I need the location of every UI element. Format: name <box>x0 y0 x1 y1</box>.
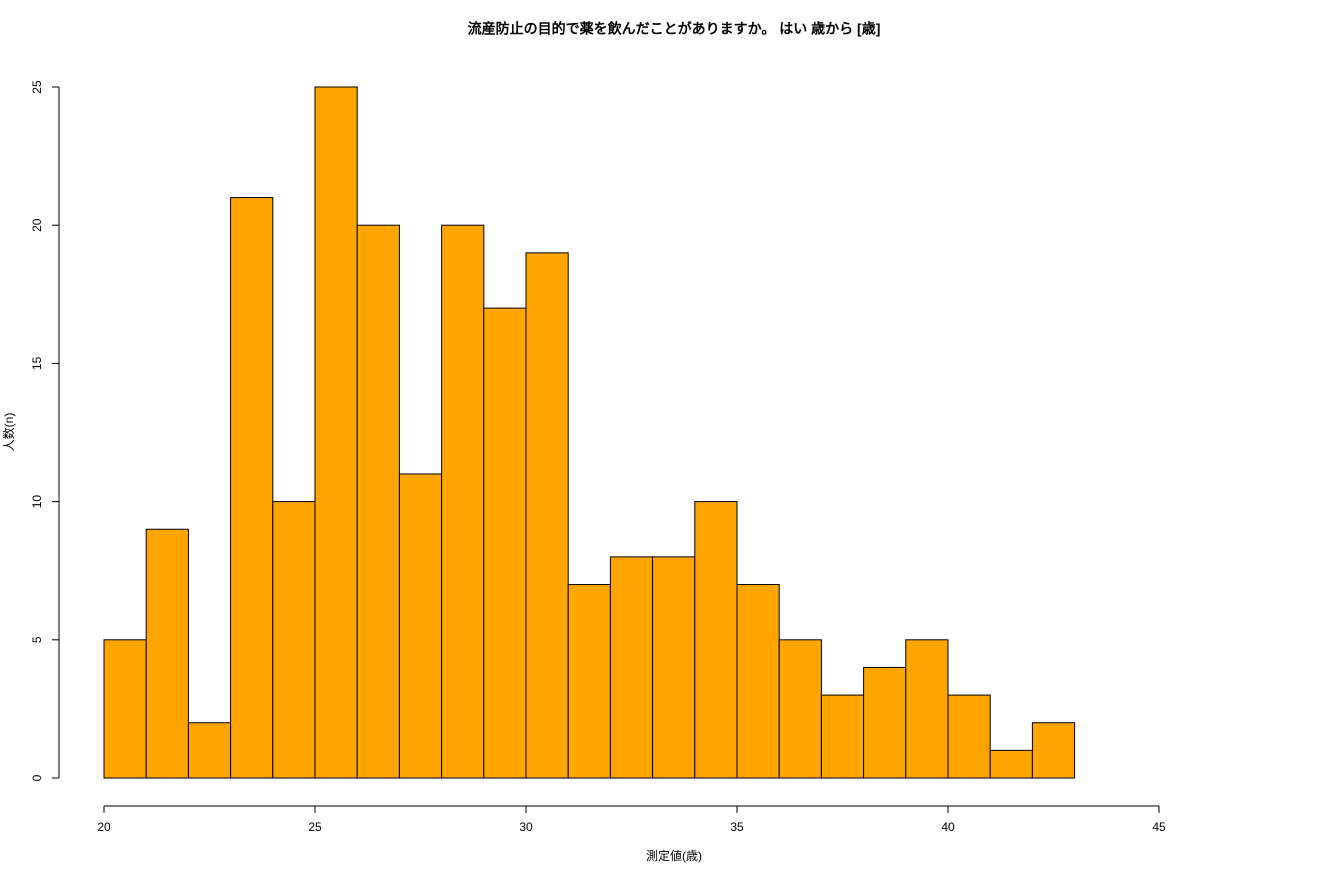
bar <box>1031 722 1076 779</box>
x-tick-label: 30 <box>519 820 533 834</box>
y-tick-label: 25 <box>30 80 44 94</box>
bar <box>525 252 569 779</box>
y-axis-label: 人数(n) <box>1 413 16 452</box>
bar <box>103 639 147 779</box>
x-tick-label: 35 <box>730 820 744 834</box>
y-tick-label: 10 <box>30 495 44 509</box>
bar <box>820 694 865 779</box>
bar <box>652 556 696 779</box>
x-tick-label: 45 <box>1152 820 1166 834</box>
bar <box>947 694 991 779</box>
bar <box>314 86 358 779</box>
bar <box>863 666 907 779</box>
bar <box>187 722 232 779</box>
y-tick-label: 5 <box>30 636 44 643</box>
x-tick-label: 40 <box>941 820 955 834</box>
bar <box>230 197 274 779</box>
bar <box>778 639 822 779</box>
bar <box>483 307 527 779</box>
y-tick-label: 20 <box>30 218 44 232</box>
y-tick-label: 15 <box>30 356 44 370</box>
chart-title: 流産防止の目的で薬を飲んだことがありますか。 はい 歳から [歳] <box>468 21 881 37</box>
bar <box>694 501 738 779</box>
x-tick-label: 25 <box>308 820 322 834</box>
bar <box>567 584 611 779</box>
bar <box>441 224 485 779</box>
x-axis-label: 測定値(歳) <box>646 848 702 863</box>
bar <box>272 501 316 779</box>
bar <box>356 224 400 779</box>
bar <box>398 473 443 779</box>
bar <box>609 556 654 779</box>
bar <box>736 584 780 779</box>
bar <box>905 639 949 779</box>
y-tick-label: 0 <box>30 774 44 781</box>
x-tick-label: 20 <box>97 820 111 834</box>
bar <box>989 749 1033 779</box>
bar <box>145 528 189 779</box>
